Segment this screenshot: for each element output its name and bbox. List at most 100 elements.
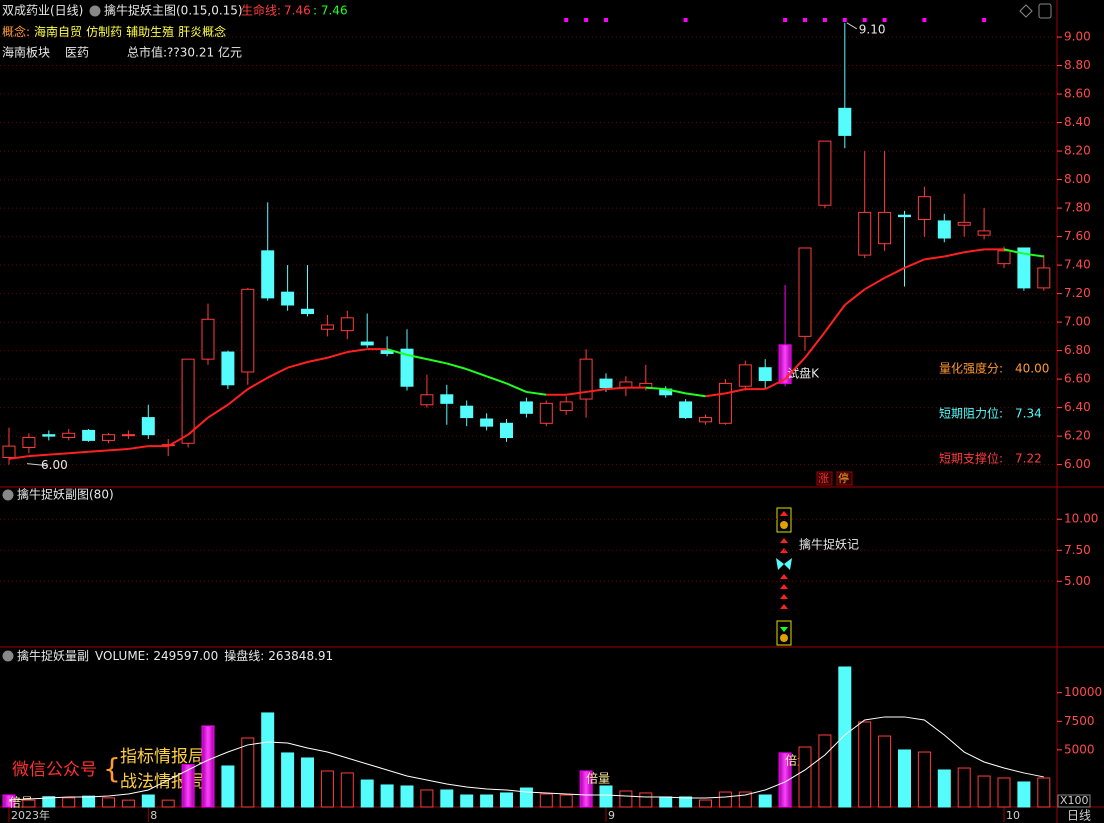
top-marker [683, 18, 688, 22]
volume-bar [838, 666, 852, 808]
top-icons[interactable] [2, 3, 1052, 662]
stock-name: 双成药业(日线) [2, 4, 83, 18]
top-marker [604, 18, 608, 22]
candle-body [599, 378, 613, 389]
ma-segment [964, 248, 985, 254]
signal-column [776, 507, 792, 646]
ma-segment [207, 403, 229, 419]
ma-segment [446, 362, 467, 371]
volume-title-text: 擒牛捉妖量副 [17, 648, 89, 663]
x-tick-label: 10 [1006, 809, 1020, 822]
volume-bar [858, 721, 872, 808]
ma-segment [48, 452, 69, 456]
y-tick-label: 7.00 [1064, 315, 1091, 329]
sub-title: 擒牛捉妖副图(80) [17, 487, 114, 502]
ma-segment [944, 251, 965, 258]
volume-bar [917, 751, 931, 808]
candle-body [380, 350, 394, 354]
candle-body [460, 405, 474, 419]
ma-segment [8, 455, 30, 460]
candle-body [480, 418, 494, 427]
ma-segment [88, 449, 109, 453]
ma-segment [108, 447, 129, 452]
candle-body [22, 437, 36, 449]
volume-bar [62, 797, 76, 808]
ma-segment [705, 392, 726, 398]
y-tick-label: 9.00 [1064, 30, 1091, 44]
concept: 海南自贸 [34, 24, 82, 39]
y-tick-label: 7500 [1064, 714, 1095, 728]
top-marker [982, 18, 987, 22]
period: 日线 [1067, 809, 1091, 823]
min-label: 6.00 [41, 458, 68, 472]
series-readout: 263848.91 [268, 649, 333, 663]
volume-bar [480, 794, 494, 808]
volume-bar [340, 772, 354, 808]
series-name: 操盘线: [224, 648, 264, 663]
indicator-value: 7.22 [1015, 452, 1042, 466]
ma-segment [287, 361, 308, 369]
candle-body [878, 211, 892, 245]
candle-body [738, 364, 752, 387]
y-tick-label: 7.20 [1064, 286, 1091, 300]
volume-bar [400, 785, 414, 808]
volume-bar [320, 770, 334, 808]
tag: 涨 [818, 472, 829, 485]
ma-segment [128, 445, 149, 450]
unit-label: X100 [1060, 794, 1089, 807]
ma-readout: : 7.46 [313, 4, 348, 18]
volume-bar [659, 796, 673, 808]
ma-segment [28, 453, 49, 458]
watermark: 微信公众号 [12, 760, 97, 780]
top-marker [922, 18, 927, 22]
y-tick-label: 6.40 [1064, 400, 1091, 414]
volume-bar [82, 795, 96, 808]
top-marker [882, 18, 887, 22]
ma-segment [406, 353, 428, 361]
candle-body [201, 318, 215, 360]
ma-value: 7.46 [284, 4, 311, 18]
market-cap: 总市值:??30.21 亿元 [127, 45, 242, 60]
x-tick-label: 8 [150, 809, 157, 822]
volume-bar [559, 794, 573, 808]
candle-body [838, 107, 852, 136]
y-tick-label: 7.50 [1064, 543, 1091, 557]
volume-bar [380, 784, 394, 808]
volume-bar [699, 799, 712, 808]
volume-bar [519, 787, 533, 808]
candle-body [42, 434, 56, 437]
main-title: 擒牛捉妖主图(0.15,0.15) [104, 3, 243, 18]
ma-segment [566, 390, 587, 396]
candle-body [898, 214, 911, 218]
indicator-name: 短期支撑位: [939, 451, 1003, 466]
y-tick-label: 5.00 [1064, 574, 1091, 588]
ma-segment [167, 433, 189, 447]
indicator-name: 量化强度分: [939, 361, 1003, 376]
volume-bar [161, 799, 175, 808]
candle-body [1017, 247, 1031, 289]
volume-bar [997, 777, 1011, 808]
ma-segment [784, 357, 806, 380]
concept: 仿制药 [86, 25, 122, 39]
concepts: 概念: 海南自贸 仿制药 辅助生殖 肝炎概念 [2, 24, 226, 39]
volume-bar [878, 735, 892, 808]
y-tick-label: 7.60 [1064, 229, 1091, 243]
top-marker [584, 18, 589, 22]
candle-body [241, 288, 255, 373]
candle-body [917, 196, 931, 220]
ma-segment [685, 392, 706, 398]
ma-segment [347, 348, 368, 354]
candle-body [579, 358, 593, 400]
candle-body [818, 140, 832, 206]
candle-body [281, 291, 295, 306]
ma-segment [68, 450, 89, 455]
sector: 海南板块 [2, 45, 50, 60]
candle-body [718, 382, 732, 424]
volume-bar [500, 792, 513, 808]
candle-body [539, 402, 553, 424]
indicator-value: 40.00 [1015, 362, 1049, 376]
concept: 肝炎概念 [178, 24, 226, 39]
volume-bar [261, 712, 275, 808]
candle-body [519, 401, 533, 414]
volume-bar [2, 794, 16, 808]
